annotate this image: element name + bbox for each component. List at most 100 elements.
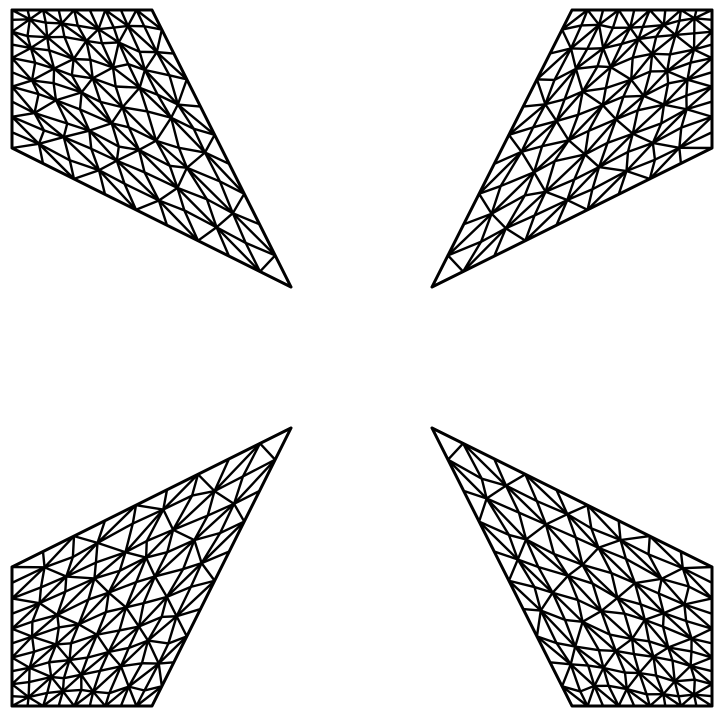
mesh-edge [524, 523, 548, 541]
mesh-edge [446, 212, 493, 257]
mesh-edge [477, 497, 488, 523]
mesh-edge [576, 90, 584, 117]
mesh-edge [213, 489, 236, 506]
mesh-edge [91, 665, 123, 693]
mesh-edge [135, 8, 146, 28]
mesh-edge [86, 633, 99, 659]
mesh-edge [143, 68, 171, 77]
mesh-edge [693, 17, 714, 21]
mesh-edge [126, 8, 138, 28]
mesh-edge [10, 115, 46, 132]
mesh-edge [597, 546, 613, 575]
mesh-edge [569, 663, 596, 688]
mesh-edge [50, 675, 65, 693]
mesh-edge [185, 166, 222, 183]
mesh-edge [69, 633, 99, 645]
mesh-edge [171, 514, 209, 532]
mesh-edge [156, 93, 180, 106]
mesh-edge [619, 538, 628, 561]
mesh-edge [560, 24, 583, 31]
mesh-edge [30, 635, 58, 646]
mesh-edge [662, 8, 667, 27]
mesh-edge [162, 473, 200, 511]
mesh-edge [651, 141, 657, 161]
mesh-edge [93, 561, 98, 580]
mesh-edge [29, 46, 51, 52]
mesh-edge [654, 674, 665, 696]
mesh-edge [176, 186, 218, 229]
mesh-edge [121, 86, 141, 109]
mesh-edge [629, 56, 634, 81]
mesh-edge [490, 194, 527, 215]
mesh-edge [560, 8, 589, 31]
mesh-edge [651, 126, 683, 145]
mesh-edge [68, 656, 89, 662]
mesh-edge [97, 27, 120, 44]
mesh-edge [181, 561, 203, 571]
mesh-edge [231, 211, 261, 226]
mesh-edge [652, 655, 676, 683]
mesh-edge [662, 611, 693, 640]
mesh-edge [121, 106, 131, 129]
mesh-edge [213, 442, 262, 493]
mesh-edge [671, 659, 676, 683]
mesh-edge [192, 127, 216, 137]
mesh-edge [192, 127, 207, 154]
mesh-edge [477, 520, 511, 537]
mesh-edge [175, 585, 193, 618]
mesh-edge [683, 603, 714, 615]
mesh-edge [673, 678, 696, 683]
mesh-edge [630, 637, 636, 656]
mesh-edge [674, 33, 696, 51]
mesh-edge [171, 494, 194, 532]
mesh-edge [597, 150, 630, 169]
mesh-edge [39, 575, 68, 589]
mesh-edge [507, 558, 520, 582]
mesh-edge [628, 8, 636, 29]
mesh-edge [667, 646, 674, 662]
mesh-edge [686, 56, 714, 81]
mesh-edge [599, 609, 611, 636]
mesh-edge [100, 42, 115, 69]
mesh-edge [628, 25, 644, 29]
mesh-edge [54, 99, 91, 132]
mesh-edge [648, 534, 684, 570]
mesh-edge [667, 646, 692, 668]
mesh-edge [118, 556, 148, 572]
mesh-edge [490, 212, 508, 230]
mesh-edge [80, 656, 89, 676]
mesh-edge [30, 626, 60, 638]
mesh-edge [95, 606, 128, 636]
mesh-edge [10, 601, 41, 630]
mesh-edge [576, 598, 584, 624]
mesh-edge [46, 35, 75, 61]
mesh-edge [47, 49, 56, 70]
mesh-edge [63, 35, 75, 61]
mesh-edge [119, 662, 144, 668]
mesh-edge [54, 623, 80, 646]
mesh-edge [77, 598, 90, 626]
mesh-edge [138, 68, 147, 89]
mesh-edge [89, 58, 115, 69]
mesh-edge [91, 690, 107, 708]
mesh-edge [10, 566, 46, 600]
mesh-edge [517, 511, 528, 541]
mesh-edge [97, 169, 107, 196]
mesh-edge [574, 67, 584, 93]
mesh-edge [574, 645, 605, 670]
mesh-edge [41, 8, 63, 25]
mesh-edge [65, 541, 99, 578]
mesh-edge [485, 497, 528, 541]
mesh-edge [668, 48, 696, 56]
mesh-edge [94, 541, 99, 564]
mesh-edge [64, 575, 68, 593]
mesh-edge [144, 539, 148, 559]
mesh-edge [641, 23, 665, 29]
mesh-edge [477, 520, 520, 561]
mesh-edge [200, 520, 246, 565]
mesh-edge [65, 555, 75, 578]
mesh-edge [153, 551, 169, 578]
mesh-edge [62, 658, 71, 680]
mesh-edge [574, 645, 590, 667]
mesh-edge [507, 103, 547, 137]
